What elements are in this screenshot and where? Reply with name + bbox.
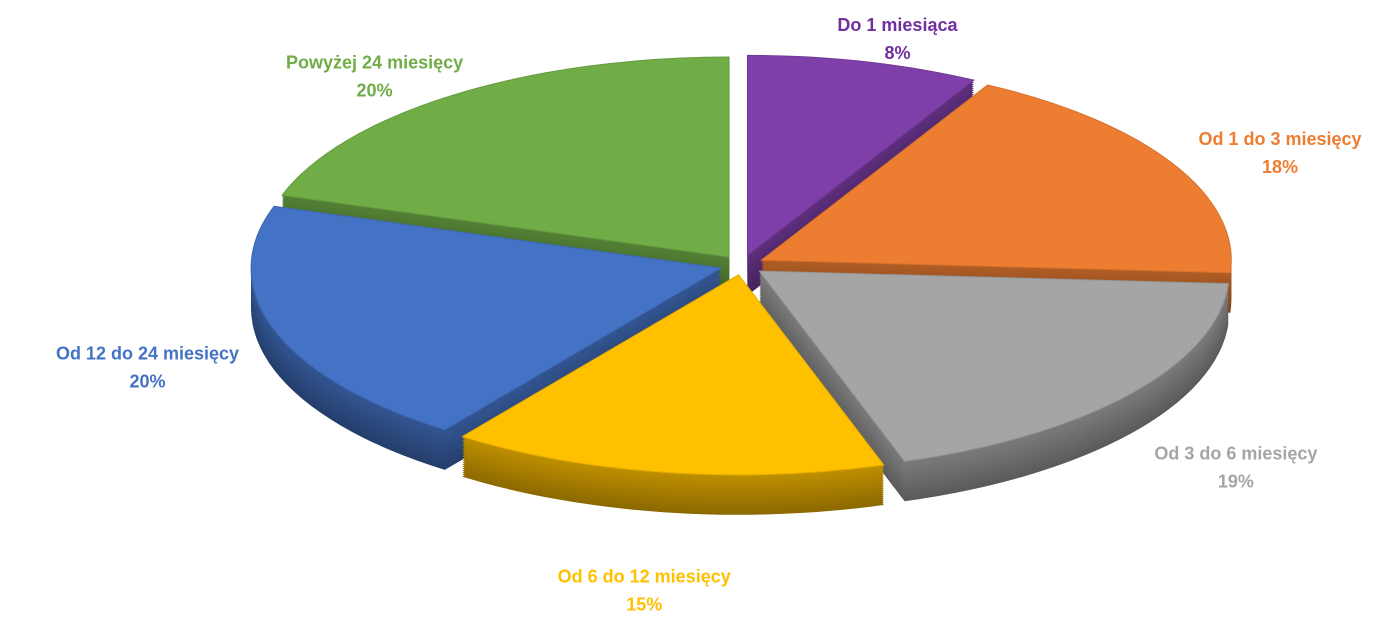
data-label-value: 20% [129, 371, 165, 391]
data-label-category: Od 6 do 12 miesięcy [558, 567, 731, 587]
data-label-category: Do 1 miesiąca [837, 15, 958, 35]
data-label-value: 20% [357, 80, 393, 100]
data-label-value: 19% [1218, 471, 1254, 491]
slice [461, 274, 885, 476]
slice [746, 54, 976, 257]
data-label-value: 18% [1262, 157, 1298, 177]
slice [759, 84, 1232, 274]
slice-group [758, 270, 1230, 502]
slice [758, 270, 1230, 462]
data-label-category: Powyżej 24 miesięcy [286, 52, 463, 72]
data-label-category: Od 3 do 6 miesięcy [1154, 443, 1317, 463]
slice-group [759, 84, 1232, 313]
slice-group [250, 205, 723, 470]
slice-group [461, 274, 885, 515]
slice [250, 205, 723, 431]
data-label-category: Od 1 do 3 miesięcy [1198, 129, 1361, 149]
data-label-category: Od 12 do 24 miesięcy [56, 343, 239, 363]
slice [281, 56, 730, 258]
data-label-value: 8% [884, 43, 910, 63]
data-label-value: 15% [626, 595, 662, 615]
